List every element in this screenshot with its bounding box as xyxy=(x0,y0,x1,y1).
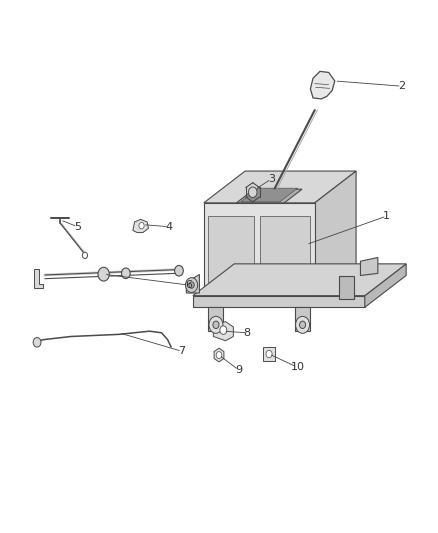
Polygon shape xyxy=(204,203,315,296)
Circle shape xyxy=(209,317,223,333)
Polygon shape xyxy=(339,276,354,300)
Circle shape xyxy=(82,252,88,259)
Text: 7: 7 xyxy=(178,346,186,357)
Polygon shape xyxy=(193,264,406,296)
Circle shape xyxy=(220,326,227,334)
Polygon shape xyxy=(252,282,267,290)
Polygon shape xyxy=(193,296,365,308)
Polygon shape xyxy=(241,188,298,202)
Circle shape xyxy=(216,352,222,359)
Polygon shape xyxy=(237,189,302,203)
Polygon shape xyxy=(214,348,224,362)
Text: 6: 6 xyxy=(185,280,192,290)
Circle shape xyxy=(300,321,306,328)
Circle shape xyxy=(139,222,144,229)
Polygon shape xyxy=(34,269,43,288)
Circle shape xyxy=(185,278,198,293)
Polygon shape xyxy=(365,264,406,308)
Circle shape xyxy=(189,282,194,288)
Text: 9: 9 xyxy=(235,365,242,375)
Polygon shape xyxy=(260,216,311,282)
Polygon shape xyxy=(208,308,223,331)
Polygon shape xyxy=(204,171,356,203)
Polygon shape xyxy=(315,171,356,296)
Polygon shape xyxy=(186,274,199,293)
Circle shape xyxy=(266,350,272,358)
Polygon shape xyxy=(208,216,254,282)
Circle shape xyxy=(98,267,110,281)
Polygon shape xyxy=(133,219,148,232)
Text: 2: 2 xyxy=(398,81,405,91)
Circle shape xyxy=(213,321,219,328)
Text: 5: 5 xyxy=(74,222,81,232)
Bar xyxy=(263,346,275,361)
Circle shape xyxy=(121,268,130,279)
Circle shape xyxy=(248,187,257,198)
Text: 3: 3 xyxy=(268,174,275,184)
Text: 10: 10 xyxy=(290,362,304,372)
Text: 4: 4 xyxy=(166,222,173,232)
Polygon shape xyxy=(311,71,335,99)
Polygon shape xyxy=(295,308,311,331)
Polygon shape xyxy=(360,257,378,276)
Text: 1: 1 xyxy=(383,211,390,221)
Circle shape xyxy=(175,265,184,276)
Circle shape xyxy=(296,317,310,333)
Circle shape xyxy=(33,337,41,347)
Polygon shape xyxy=(213,321,233,341)
Text: 8: 8 xyxy=(244,328,251,338)
